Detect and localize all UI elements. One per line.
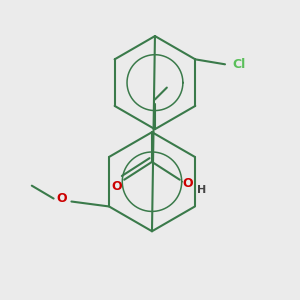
Text: O: O [56, 192, 67, 205]
Text: O: O [182, 177, 193, 190]
Text: H: H [197, 184, 206, 195]
Text: Cl: Cl [232, 58, 245, 71]
Text: O: O [111, 180, 122, 193]
